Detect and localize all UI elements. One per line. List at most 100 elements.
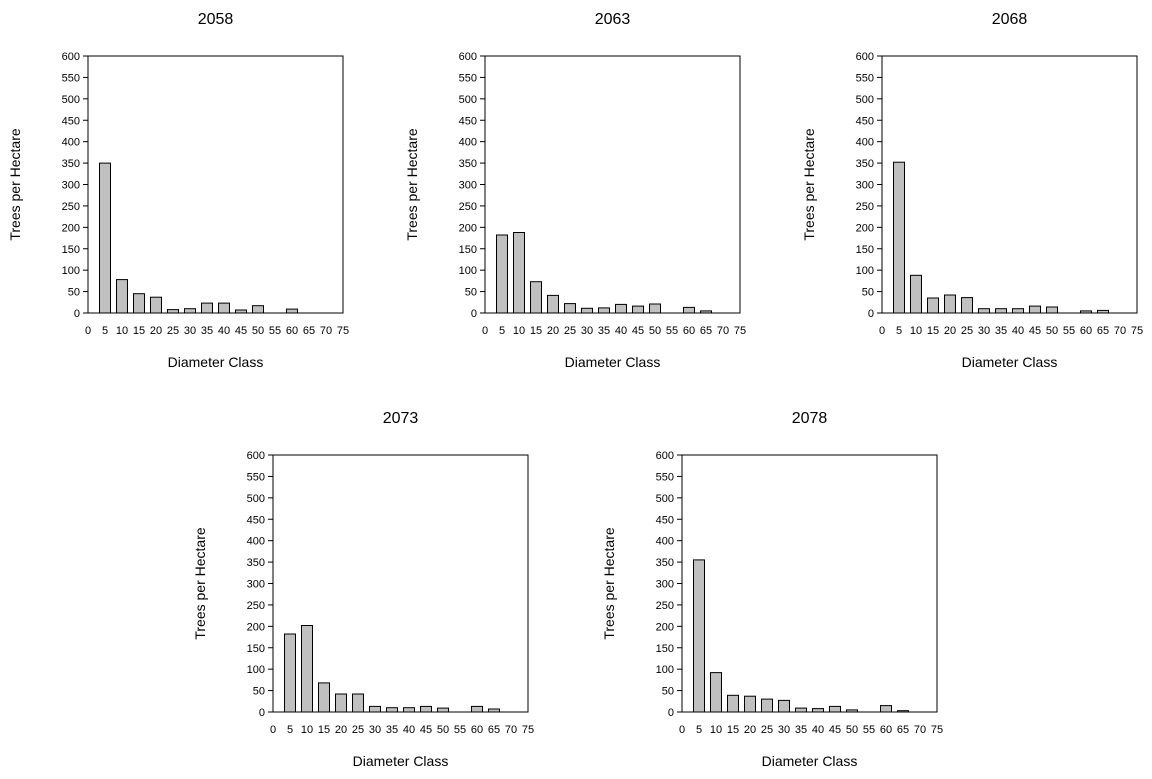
bar-5 <box>284 633 296 713</box>
y-tick-label: 450 <box>856 115 874 127</box>
x-tick-label: 50 <box>649 325 661 337</box>
bar-45 <box>420 705 432 713</box>
x-tick-label: 70 <box>1114 325 1126 337</box>
y-tick-label: 500 <box>856 94 874 106</box>
chart-panel-2063: 2063 0 50 100 150 200 250 300 350 400 450 500 550 600… <box>397 0 757 380</box>
bar-45 <box>632 305 644 314</box>
bar-30 <box>581 307 593 314</box>
y-tick-label: 250 <box>656 600 674 612</box>
plot-frame <box>87 55 344 314</box>
x-tick-label: 40 <box>218 325 230 337</box>
bar-20 <box>335 693 347 713</box>
y-tick-label: 600 <box>62 51 80 63</box>
x-tick-label: 35 <box>995 325 1007 337</box>
x-tick-label: 5 <box>696 724 702 736</box>
x-tick-label: 20 <box>335 724 347 736</box>
x-tick-label: 55 <box>1063 325 1075 337</box>
y-tick-label: 500 <box>656 493 674 505</box>
y-tick-label: 100 <box>459 265 477 277</box>
y-tick-label: 350 <box>656 557 674 569</box>
bar-60 <box>880 705 892 713</box>
y-tick-label: 600 <box>656 450 674 462</box>
chart-svg: 2058050100150200250300350400450500550600… <box>7 11 349 370</box>
plot-frame <box>881 55 1138 314</box>
y-tick-label: 150 <box>247 643 265 655</box>
x-tick-label: 5 <box>896 325 902 337</box>
x-tick-label: 0 <box>879 325 885 337</box>
x-tick-label: 0 <box>85 325 91 337</box>
y-tick-label: 450 <box>62 115 80 127</box>
x-axis-label: Diameter Class <box>168 354 264 370</box>
y-tick-label: 150 <box>656 643 674 655</box>
x-tick-label: 50 <box>1046 325 1058 337</box>
y-tick-label: 300 <box>459 180 477 192</box>
y-tick-label: 450 <box>656 514 674 526</box>
y-tick-label: 550 <box>247 471 265 483</box>
x-tick-label: 35 <box>201 325 213 337</box>
x-tick-label: 5 <box>102 325 108 337</box>
x-tick-label: 15 <box>133 325 145 337</box>
bar-10 <box>116 279 128 314</box>
x-tick-label: 15 <box>530 325 542 337</box>
y-tick-label: 150 <box>459 244 477 256</box>
bar-10 <box>710 672 722 713</box>
chart-panel-2073: 2073 0 50 100 150 200 250 300 350 400 450 500 550 600… <box>185 399 545 779</box>
y-tick-label: 450 <box>459 115 477 127</box>
y-tick-label: 50 <box>465 287 477 299</box>
bar-25 <box>761 698 773 713</box>
x-tick-label: 70 <box>717 325 729 337</box>
x-tick-label: 20 <box>547 325 559 337</box>
x-tick-label: 70 <box>505 724 517 736</box>
x-tick-label: 20 <box>744 724 756 736</box>
y-tick-label: 50 <box>862 287 874 299</box>
chart-panel-2078: 2078 0 50 100 150 200 250 300 350 400 450 500 550 600… <box>594 399 954 779</box>
bar-10 <box>910 274 922 314</box>
bar-25 <box>564 303 576 314</box>
bar-50 <box>649 303 661 314</box>
x-tick-label: 65 <box>700 325 712 337</box>
bar-20 <box>547 294 559 314</box>
chart-svg: 2073050100150200250300350400450500550600… <box>192 410 534 769</box>
bar-15 <box>530 281 542 314</box>
y-tick-label: 100 <box>62 265 80 277</box>
y-tick-label: 250 <box>62 201 80 213</box>
y-tick-label: 600 <box>856 51 874 63</box>
x-tick-label: 70 <box>320 325 332 337</box>
bar-10 <box>513 232 525 314</box>
x-tick-label: 45 <box>235 325 247 337</box>
x-tick-label: 60 <box>683 325 695 337</box>
x-tick-label: 10 <box>116 325 128 337</box>
bar-50 <box>252 305 264 314</box>
y-tick-label: 0 <box>471 308 477 320</box>
y-axis-label: Trees per Hectare <box>404 128 420 241</box>
y-tick-label: 50 <box>253 686 265 698</box>
x-tick-label: 60 <box>880 724 892 736</box>
x-tick-label: 40 <box>812 724 824 736</box>
y-tick-label: 150 <box>62 244 80 256</box>
x-tick-label: 45 <box>632 325 644 337</box>
x-tick-label: 60 <box>286 325 298 337</box>
x-tick-label: 5 <box>287 724 293 736</box>
bar-5 <box>99 162 111 314</box>
x-tick-label: 35 <box>795 724 807 736</box>
x-tick-label: 35 <box>598 325 610 337</box>
x-tick-label: 0 <box>270 724 276 736</box>
y-tick-label: 50 <box>662 686 674 698</box>
x-tick-label: 30 <box>978 325 990 337</box>
bar-40 <box>1012 308 1024 314</box>
y-tick-label: 0 <box>868 308 874 320</box>
y-tick-label: 300 <box>62 180 80 192</box>
y-tick-label: 300 <box>656 579 674 591</box>
x-tick-label: 10 <box>910 325 922 337</box>
y-tick-label: 550 <box>62 72 80 84</box>
bar-60 <box>471 705 483 713</box>
x-tick-label: 25 <box>564 325 576 337</box>
chart-title: 2058 <box>198 11 234 28</box>
y-tick-label: 0 <box>74 308 80 320</box>
x-tick-label: 65 <box>897 724 909 736</box>
y-tick-label: 500 <box>62 94 80 106</box>
chart-title: 2068 <box>992 11 1028 28</box>
bar-35 <box>386 707 398 713</box>
y-tick-label: 600 <box>247 450 265 462</box>
